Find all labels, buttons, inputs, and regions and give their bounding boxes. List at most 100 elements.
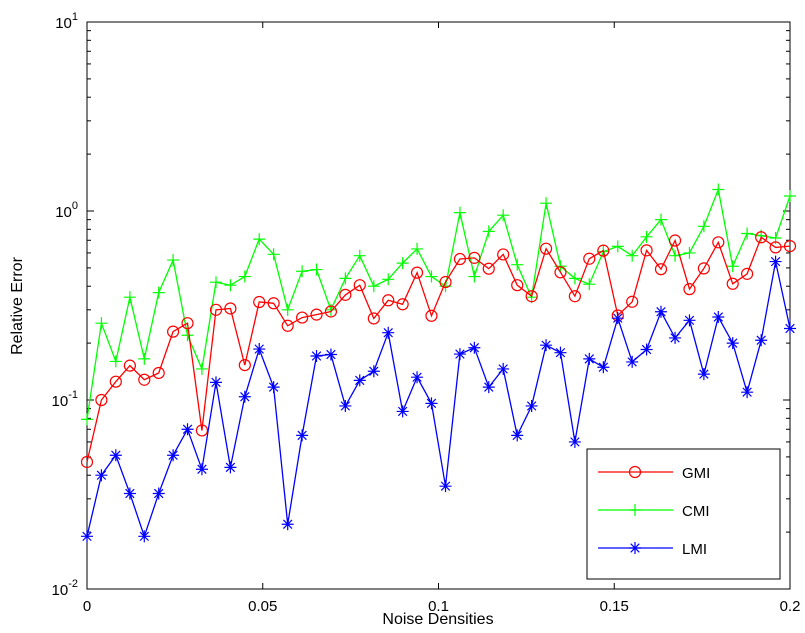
cmi-marker <box>741 227 754 240</box>
cmi-marker <box>583 278 596 291</box>
series-line-lmi <box>86 261 791 539</box>
lmi-marker <box>626 355 639 368</box>
lmi-marker <box>281 518 294 531</box>
gmi-marker <box>654 263 668 276</box>
cmi-marker <box>396 257 409 270</box>
lmi-marker <box>224 461 237 474</box>
gmi-marker <box>95 393 108 407</box>
cmi-marker <box>726 260 739 273</box>
lmi-marker <box>540 339 553 352</box>
gmi-marker <box>123 359 136 372</box>
legend-box <box>586 448 781 580</box>
lmi-marker <box>683 314 696 327</box>
cmi-marker <box>210 276 223 289</box>
gmi-marker <box>554 266 567 279</box>
lmi-marker <box>367 365 380 378</box>
lmi-marker <box>195 463 208 476</box>
lmi-marker <box>181 423 194 436</box>
series-lmi <box>81 255 796 543</box>
gmi-marker <box>468 251 481 264</box>
y-tick-label: 101 <box>55 11 78 32</box>
cmi-marker <box>540 197 553 210</box>
gmi-marker <box>697 262 710 275</box>
legend: GMI CMI LMI <box>586 448 781 580</box>
lmi-marker <box>396 405 409 418</box>
gmi-marker <box>741 267 754 280</box>
gmi-marker <box>497 248 510 261</box>
x-tick-label: 0.15 <box>600 598 629 615</box>
legend-marker-lmi <box>629 542 641 554</box>
gmi-marker <box>167 325 180 338</box>
lmi-marker <box>611 312 624 325</box>
lmi-marker <box>123 487 136 500</box>
series-line-cmi <box>86 187 791 420</box>
lmi-marker <box>755 334 768 347</box>
lmi-marker <box>353 374 366 387</box>
gmi-marker <box>238 358 251 372</box>
cmi-marker <box>296 265 309 278</box>
gmi-marker <box>367 312 380 325</box>
gmi-marker <box>324 305 338 318</box>
gmi-marker <box>769 241 782 254</box>
cmi-marker <box>167 254 180 267</box>
lmi-marker <box>411 371 424 384</box>
lmi-marker <box>597 361 610 374</box>
lmi-marker <box>525 399 538 412</box>
gmi-marker <box>439 275 452 289</box>
gmi-marker <box>539 242 553 255</box>
gmi-marker <box>353 279 366 292</box>
lmi-marker <box>468 341 481 354</box>
lmi-marker <box>769 255 782 268</box>
cmi-marker <box>655 213 667 226</box>
gmi-marker <box>80 455 94 469</box>
x-axis-label: Noise Densities <box>382 611 493 628</box>
cmi-marker <box>712 183 725 196</box>
gmi-marker <box>138 373 151 386</box>
y-tick-label: 10-2 <box>52 578 78 599</box>
cmi-marker <box>611 240 624 253</box>
gmi-marker <box>783 240 797 253</box>
cmi-marker <box>181 329 194 342</box>
gmi-marker <box>425 309 438 322</box>
lmi-marker <box>425 397 438 410</box>
cmi-marker <box>784 190 796 203</box>
gmi-marker <box>410 266 424 279</box>
x-tick-label: 0.05 <box>248 598 277 615</box>
gmi-marker <box>755 231 768 244</box>
cmi-marker <box>81 413 93 426</box>
lmi-marker <box>152 487 165 500</box>
lmi-marker <box>339 399 352 412</box>
gmi-marker <box>482 262 495 275</box>
cmi-marker <box>138 352 151 365</box>
lmi-marker <box>267 381 280 394</box>
lmi-marker <box>138 530 151 543</box>
gmi-marker <box>511 279 524 292</box>
gmi-marker <box>382 294 395 307</box>
cmi-marker <box>253 233 266 246</box>
cmi-marker <box>353 249 366 262</box>
lmi-marker <box>382 326 395 339</box>
gmi-marker <box>626 295 639 308</box>
series-gmi <box>80 231 797 469</box>
x-tick-label: 0.2 <box>780 598 801 615</box>
legend-marker-cmi <box>629 504 641 516</box>
x-tick-label: 0 <box>83 598 91 615</box>
y-tick-label: 100 <box>55 200 78 221</box>
legend-label-cmi: CMI <box>682 503 710 520</box>
lmi-marker <box>482 381 495 394</box>
gmi-marker <box>195 424 209 437</box>
lmi-marker <box>568 435 581 448</box>
gmi-marker <box>224 302 237 315</box>
gmi-marker <box>152 366 165 380</box>
cmi-marker <box>238 270 251 283</box>
lmi-marker <box>310 349 323 362</box>
cmi-marker <box>568 272 581 285</box>
cmi-marker <box>425 270 438 283</box>
gmi-marker <box>683 283 696 296</box>
lmi-marker <box>210 376 223 389</box>
gmi-marker <box>267 297 280 310</box>
cmi-marker <box>411 242 424 255</box>
cmi-marker <box>367 280 380 293</box>
lmi-marker <box>583 352 596 365</box>
